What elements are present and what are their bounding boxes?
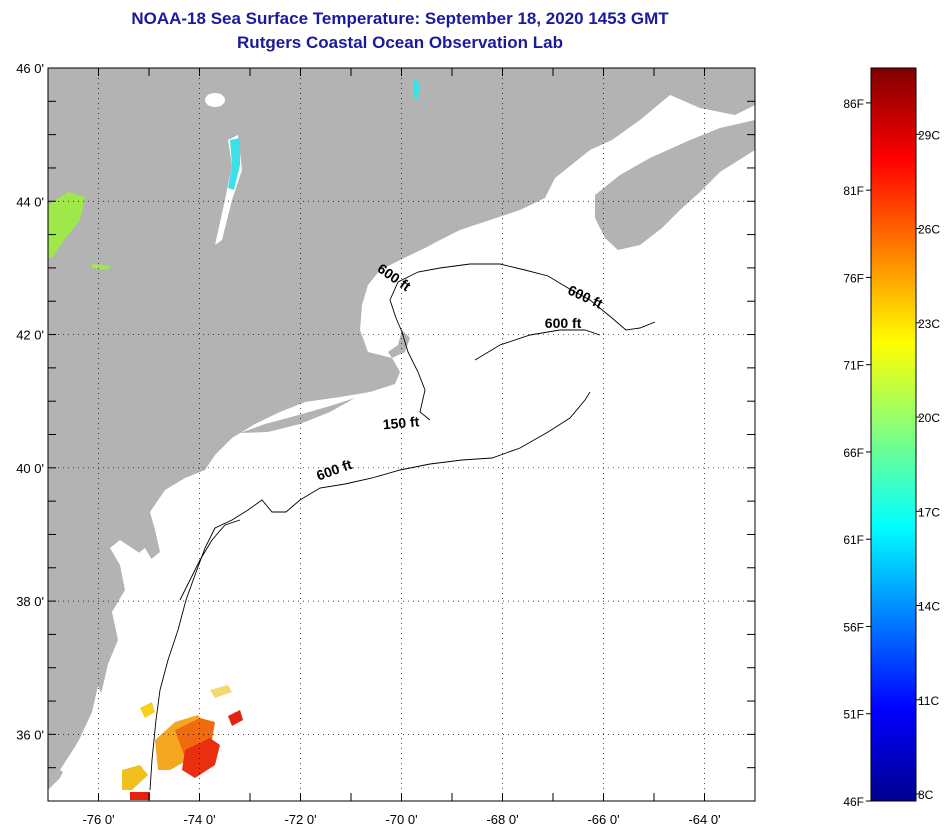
colorbar-f-label: 76F bbox=[843, 271, 864, 285]
chesapeake-bay bbox=[60, 686, 104, 775]
colorbar-f-label: 51F bbox=[843, 708, 864, 722]
delaware-bay bbox=[130, 548, 152, 575]
colorbar-ticks: 86F 81F 76F 71F 66F 61F 56F 51F 46F 29C 26C 23C 20C 1… bbox=[843, 97, 940, 809]
x-axis-label: -74 0' bbox=[183, 812, 215, 827]
graticule bbox=[48, 68, 755, 801]
y-axis-label: 42 0' bbox=[16, 328, 44, 343]
x-axis-label: -72 0' bbox=[284, 812, 316, 827]
sst-patch bbox=[122, 765, 148, 790]
land-mainland bbox=[48, 68, 755, 790]
y-axis-labels: 36 0' 38 0' 40 0' 42 0' 44 0' 46 0' bbox=[16, 61, 44, 742]
colorbar-f-label: 81F bbox=[843, 184, 864, 198]
colorbar bbox=[870, 67, 917, 802]
colorbar-c-label: 29C bbox=[918, 128, 940, 142]
sst-lake-ontario bbox=[48, 192, 85, 258]
x-axis-label: -64 0' bbox=[688, 812, 720, 827]
sst-patch bbox=[175, 718, 215, 758]
x-axis-labels: -76 0' -74 0' -72 0' -70 0' -68 0' -66 0' -64 … bbox=[82, 812, 720, 827]
x-axis-label: -66 0' bbox=[587, 812, 619, 827]
y-axis-label: 40 0' bbox=[16, 461, 44, 476]
sst-patch bbox=[130, 792, 150, 800]
lake bbox=[205, 93, 225, 107]
sst-patch bbox=[140, 702, 155, 718]
map-title: NOAA-18 Sea Surface Temperature: Septemb… bbox=[131, 9, 669, 28]
colorbar-f-label: 66F bbox=[843, 446, 864, 460]
sst-lake-champlain bbox=[228, 138, 240, 190]
map-subtitle: Rutgers Coastal Ocean Observation Lab bbox=[237, 33, 563, 52]
colorbar-c-label: 17C bbox=[918, 505, 940, 519]
colorbar-f-label: 86F bbox=[843, 97, 864, 111]
sst-lake-small bbox=[414, 80, 420, 100]
contour-600ft-south bbox=[149, 391, 591, 791]
contour-150ft bbox=[179, 519, 241, 601]
colorbar-c-label: 26C bbox=[918, 223, 940, 237]
contour-label: 600 ft bbox=[545, 315, 582, 331]
colorbar-f-label: 71F bbox=[843, 359, 864, 373]
colorbar-f-label: 46F bbox=[843, 795, 864, 809]
sst-patch bbox=[182, 738, 220, 778]
axis-ticks bbox=[47, 67, 756, 802]
sst-data bbox=[122, 685, 243, 800]
colorbar-c-label: 23C bbox=[918, 317, 940, 331]
x-axis-label: -68 0' bbox=[486, 812, 518, 827]
y-axis-label: 46 0' bbox=[16, 61, 44, 76]
sst-patch bbox=[210, 685, 232, 698]
colorbar-c-label: 20C bbox=[918, 411, 940, 425]
y-axis-label: 38 0' bbox=[16, 594, 44, 609]
y-axis-label: 44 0' bbox=[16, 194, 44, 209]
land-nova-scotia bbox=[595, 120, 755, 250]
land-cape-cod bbox=[388, 330, 410, 358]
colorbar-f-label: 56F bbox=[843, 620, 864, 634]
colorbar-c-label: 14C bbox=[918, 600, 940, 614]
x-axis-label: -76 0' bbox=[82, 812, 114, 827]
bathymetry-contours bbox=[149, 263, 656, 791]
contour-label: 150 ft bbox=[382, 413, 420, 432]
y-axis-label: 36 0' bbox=[16, 727, 44, 742]
sst-lake-small bbox=[92, 264, 110, 270]
contour-600ft-ne bbox=[474, 329, 601, 361]
colorbar-c-label: 8C bbox=[918, 788, 934, 802]
colorbar-f-label: 61F bbox=[843, 533, 864, 547]
colorbar-c-label: 11C bbox=[918, 694, 939, 708]
land-long-island bbox=[240, 398, 355, 433]
contour-600ft-north bbox=[389, 263, 656, 421]
x-axis-label: -70 0' bbox=[385, 812, 417, 827]
sst-patch bbox=[228, 710, 243, 726]
